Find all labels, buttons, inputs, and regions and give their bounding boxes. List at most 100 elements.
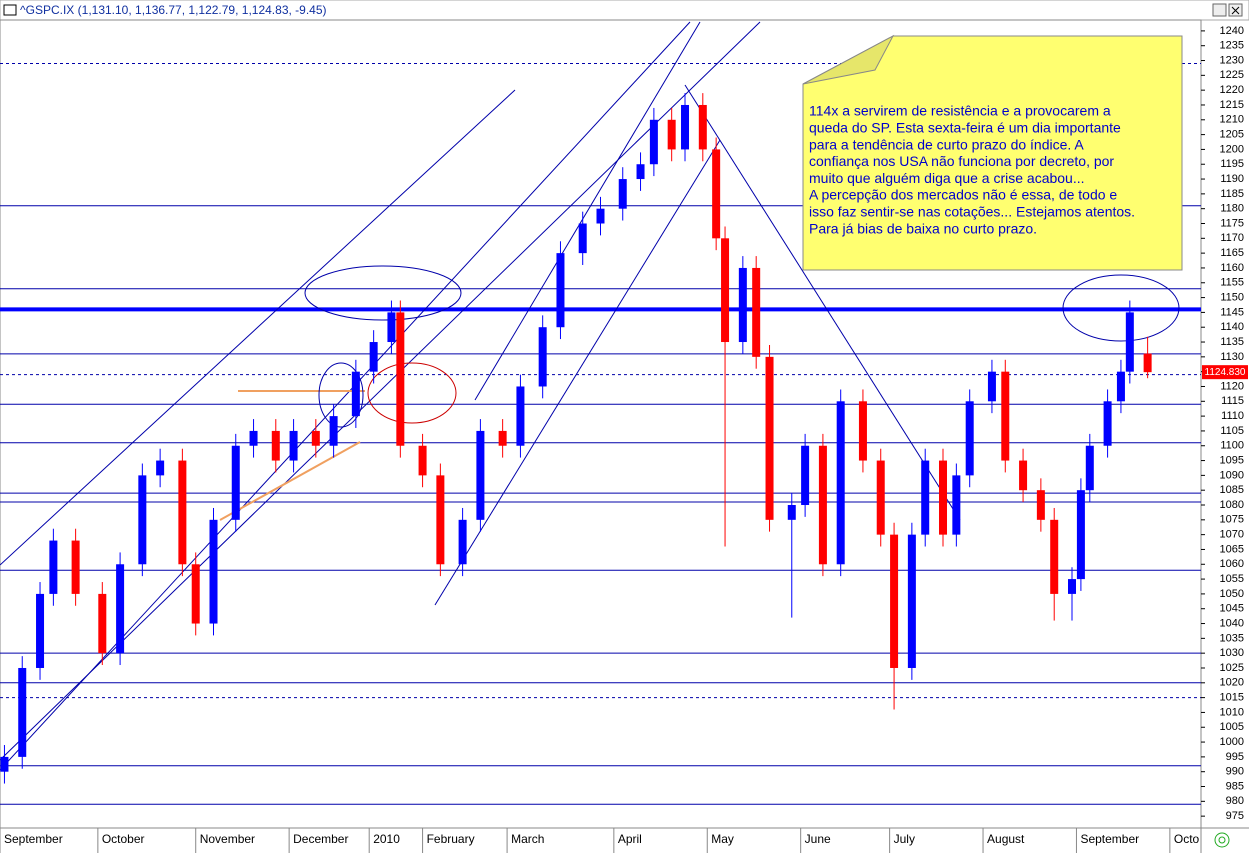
x-tick-label: August	[987, 832, 1025, 846]
candle-body	[289, 430, 298, 461]
candle-body	[458, 519, 467, 565]
candle-body	[921, 460, 930, 535]
candle-body	[1050, 519, 1059, 594]
candle-body	[907, 534, 916, 668]
candle-body	[71, 540, 80, 594]
candle-body	[36, 593, 45, 668]
y-tick-label: 1095	[1220, 454, 1244, 466]
candle-body	[271, 430, 280, 461]
candle-body	[387, 312, 396, 343]
y-tick-label: 1195	[1220, 158, 1244, 170]
highlight-ellipse	[1062, 274, 1180, 342]
y-tick-label: 1145	[1220, 306, 1244, 318]
candle-body	[698, 104, 707, 150]
candle-body	[516, 386, 525, 446]
y-tick-label: 1005	[1220, 721, 1244, 733]
last-price-label: 1124.830	[1205, 367, 1246, 378]
y-tick-label: 1060	[1220, 558, 1244, 570]
trend-line	[0, 21, 691, 771]
trend-line	[474, 21, 701, 401]
y-tick-label: 1205	[1220, 129, 1244, 141]
y-tick-label: 1140	[1220, 321, 1244, 333]
last-price-flag	[1202, 365, 1248, 380]
y-tick-label: 995	[1226, 751, 1244, 763]
candle-body	[712, 149, 721, 239]
y-tick-label: 1220	[1220, 84, 1244, 96]
candle-body	[952, 475, 961, 535]
candle-body	[787, 505, 796, 520]
y-tick-label: 1130	[1220, 351, 1244, 363]
trend-line	[684, 84, 961, 521]
candle-body	[721, 238, 730, 343]
x-tick-label: February	[427, 832, 475, 846]
y-tick-label: 985	[1226, 780, 1244, 792]
candle-body	[738, 267, 747, 343]
candle-body	[858, 401, 867, 461]
candle-body	[116, 564, 125, 654]
trend-line	[0, 89, 516, 566]
y-tick-label: 1020	[1220, 677, 1244, 689]
y-tick-label: 1175	[1220, 217, 1244, 229]
x-tick-label: October	[102, 832, 145, 846]
candle-body	[538, 327, 547, 387]
window-icon[interactable]	[3, 4, 17, 16]
note-fold	[802, 34, 895, 85]
y-tick-label: 1040	[1220, 617, 1244, 629]
candle-body	[369, 342, 378, 372]
highlight-ellipse	[304, 265, 462, 321]
y-tick-label: 1075	[1220, 514, 1244, 526]
y-tick-label: 1170	[1220, 232, 1244, 244]
x-tick-label: September	[4, 832, 63, 846]
candle-body	[351, 371, 360, 417]
y-tick-label: 1015	[1220, 692, 1244, 704]
restore-button[interactable]	[1212, 3, 1227, 17]
candle-body	[939, 460, 948, 535]
candle-body	[965, 401, 974, 476]
candle-body	[231, 445, 240, 520]
candle-body	[18, 667, 27, 757]
candle-body	[1103, 401, 1112, 446]
y-tick-label: 1240	[1220, 25, 1244, 37]
y-tick-label: 1115	[1221, 395, 1244, 407]
candle-body	[436, 475, 445, 565]
candle-body	[1143, 353, 1152, 373]
candle-body	[138, 475, 147, 565]
y-tick-label: 1200	[1220, 143, 1244, 155]
y-tick-label: 1070	[1220, 529, 1244, 541]
candle-body	[329, 416, 338, 446]
candle-body	[1068, 579, 1077, 594]
y-tick-label: 1105	[1220, 425, 1244, 437]
candle-body	[765, 356, 774, 520]
y-tick-label: 1230	[1220, 54, 1244, 66]
y-tick-label: 1135	[1220, 336, 1244, 348]
candle-body	[681, 104, 690, 150]
y-tick-label: 1155	[1220, 277, 1244, 289]
x-tick-label: 2010	[373, 832, 400, 846]
x-tick-label: December	[293, 832, 348, 846]
candle-body	[418, 445, 427, 476]
y-tick-label: 1050	[1220, 588, 1244, 600]
candle-body	[876, 460, 885, 535]
note-line: para a tendência de curto prazo do índic…	[809, 136, 1084, 152]
x-tick-label: October	[1174, 832, 1217, 846]
y-tick-label: 1055	[1220, 573, 1244, 585]
highlight-ellipse	[367, 362, 457, 424]
y-tick-label: 1160	[1220, 262, 1244, 274]
status-icon[interactable]	[1214, 832, 1230, 848]
note-line: isso faz sentir-se nas cotações... Estej…	[809, 204, 1135, 220]
y-tick-label: 1100	[1220, 440, 1244, 452]
candle-body	[178, 460, 187, 565]
candle-body	[667, 119, 676, 150]
y-tick-label: 1150	[1220, 291, 1244, 303]
y-tick-label: 1025	[1220, 662, 1244, 674]
note-line: 114x a servirem de resistência e a provo…	[809, 103, 1111, 119]
candle-body	[1125, 312, 1134, 372]
y-tick-label: 1000	[1220, 736, 1244, 748]
candle-body	[209, 519, 218, 624]
note-line: Para já bias de baixa no curto prazo.	[809, 220, 1037, 236]
candle-body	[1019, 460, 1028, 491]
y-tick-label: 975	[1226, 810, 1244, 822]
y-tick-label: 1180	[1220, 203, 1244, 215]
note-line: A percepção dos mercados não é essa, de …	[809, 187, 1117, 203]
